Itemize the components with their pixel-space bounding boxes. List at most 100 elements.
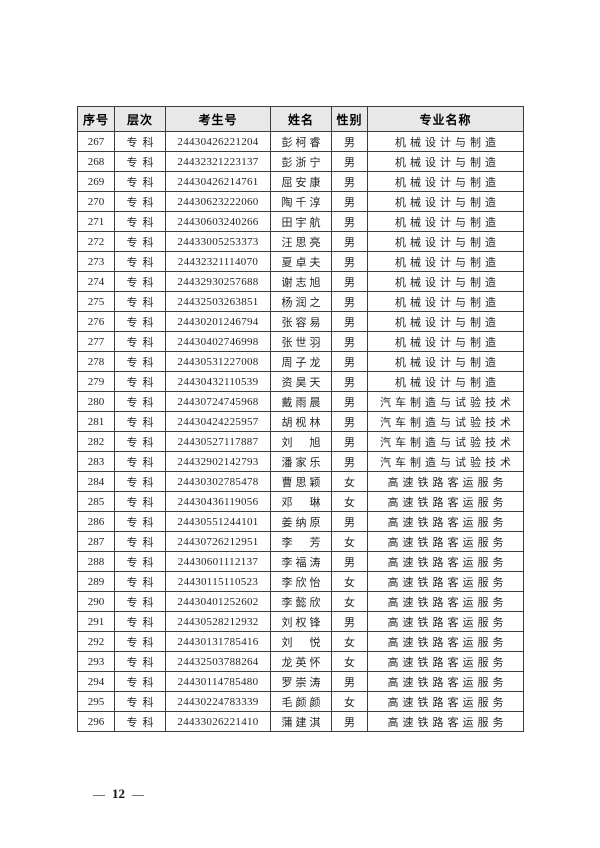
table-row: 269 专科 24430426214761 屈安康男机械设计与制造 xyxy=(77,171,524,192)
table-header-row: 序号 层次 考生号 姓名 性别 专业名称 xyxy=(77,106,524,132)
cell-level: 专科 xyxy=(114,711,166,732)
cell-name: 田宇航 xyxy=(270,211,332,232)
cell-level: 专科 xyxy=(114,691,166,712)
cell-seq-number: 269 xyxy=(77,171,115,192)
cell-seq-number: 290 xyxy=(77,591,115,612)
cell-name: 李懿欣 xyxy=(270,591,332,612)
cell-candidate-number: 24430623222060 xyxy=(165,191,271,212)
cell-gender: 男 xyxy=(331,231,368,252)
header-gender: 性别 xyxy=(331,106,368,132)
cell-level: 专科 xyxy=(114,491,166,512)
table-row: 281 专科 24430424225957 胡枧林男汽车制造与试验技术 xyxy=(77,411,524,432)
cell-gender: 男 xyxy=(331,611,368,632)
cell-candidate-number: 24430201246794 xyxy=(165,311,271,332)
cell-seq-number: 274 xyxy=(77,271,115,292)
cell-gender: 男 xyxy=(331,331,368,352)
footer-dash-right: — xyxy=(132,786,144,801)
cell-major-name: 机械设计与制造 xyxy=(367,131,524,152)
cell-candidate-number: 24430131785416 xyxy=(165,631,271,652)
cell-level: 专科 xyxy=(114,611,166,632)
cell-candidate-number: 24430224783339 xyxy=(165,691,271,712)
cell-seq-number: 284 xyxy=(77,471,115,492)
cell-candidate-number: 24432503788264 xyxy=(165,651,271,672)
cell-gender: 男 xyxy=(331,671,368,692)
cell-gender: 男 xyxy=(331,311,368,332)
cell-gender: 男 xyxy=(331,551,368,572)
table-row: 288 专科 24430601112137 李福涛男高速铁路客运服务 xyxy=(77,551,524,572)
cell-gender: 男 xyxy=(331,411,368,432)
cell-level: 专科 xyxy=(114,651,166,672)
cell-name: 张世羽 xyxy=(270,331,332,352)
table-row: 272 专科 24433005253373 汪思亮男机械设计与制造 xyxy=(77,231,524,252)
cell-candidate-number: 24430527117887 xyxy=(165,431,271,452)
page-footer: — 12 — xyxy=(93,786,144,802)
cell-seq-number: 295 xyxy=(77,691,115,712)
cell-major-name: 机械设计与制造 xyxy=(367,331,524,352)
table-row: 267 专科 24430426221204 彭柯睿男机械设计与制造 xyxy=(77,131,524,152)
cell-seq-number: 270 xyxy=(77,191,115,212)
cell-major-name: 机械设计与制造 xyxy=(367,151,524,172)
cell-candidate-number: 24430551244101 xyxy=(165,511,271,532)
header-level: 层次 xyxy=(114,106,166,132)
table-row: 277 专科 24430402746998 张世羽男机械设计与制造 xyxy=(77,331,524,352)
cell-gender: 男 xyxy=(331,191,368,212)
table-header: 序号 层次 考生号 姓名 性别 专业名称 xyxy=(77,106,524,132)
cell-candidate-number: 24432321114070 xyxy=(165,251,271,272)
table-row: 271 专科 24430603240266 田宇航男机械设计与制造 xyxy=(77,211,524,232)
table-row: 294 专科 24430114785480 罗崇涛男高速铁路客运服务 xyxy=(77,671,524,692)
cell-name: 刘 悦 xyxy=(270,631,332,652)
cell-gender: 男 xyxy=(331,391,368,412)
cell-level: 专科 xyxy=(114,131,166,152)
cell-level: 专科 xyxy=(114,411,166,432)
cell-name: 彭浙宁 xyxy=(270,151,332,172)
table-row: 280 专科 24430724745968 戴雨晨男汽车制造与试验技术 xyxy=(77,391,524,412)
cell-seq-number: 292 xyxy=(77,631,115,652)
cell-level: 专科 xyxy=(114,271,166,292)
table-row: 278 专科 24430531227008 周子龙男机械设计与制造 xyxy=(77,351,524,372)
cell-major-name: 高速铁路客运服务 xyxy=(367,531,524,552)
cell-major-name: 高速铁路客运服务 xyxy=(367,611,524,632)
table-row: 283 专科 24432902142793 潘家乐男汽车制造与试验技术 xyxy=(77,451,524,472)
cell-major-name: 机械设计与制造 xyxy=(367,251,524,272)
cell-name: 彭柯睿 xyxy=(270,131,332,152)
table-row: 289 专科 24430115110523 李欣怡女高速铁路客运服务 xyxy=(77,571,524,592)
cell-name: 潘家乐 xyxy=(270,451,332,472)
header-name: 姓名 xyxy=(270,106,332,132)
cell-seq-number: 287 xyxy=(77,531,115,552)
cell-seq-number: 296 xyxy=(77,711,115,732)
table-row: 273 专科 24432321114070 夏卓夫男机械设计与制造 xyxy=(77,251,524,272)
cell-candidate-number: 24430528212932 xyxy=(165,611,271,632)
cell-seq-number: 279 xyxy=(77,371,115,392)
cell-level: 专科 xyxy=(114,151,166,172)
cell-seq-number: 275 xyxy=(77,291,115,312)
cell-name: 张容易 xyxy=(270,311,332,332)
table-row: 268 专科 24432321223137 彭浙宁男机械设计与制造 xyxy=(77,151,524,172)
cell-major-name: 机械设计与制造 xyxy=(367,231,524,252)
table-body: 267 专科 24430426221204 彭柯睿男机械设计与制造 268 专科 24432… xyxy=(77,131,524,732)
cell-level: 专科 xyxy=(114,251,166,272)
cell-major-name: 机械设计与制造 xyxy=(367,271,524,292)
cell-name: 李欣怡 xyxy=(270,571,332,592)
cell-candidate-number: 24432902142793 xyxy=(165,451,271,472)
cell-major-name: 高速铁路客运服务 xyxy=(367,471,524,492)
cell-gender: 女 xyxy=(331,491,368,512)
cell-name: 陶千淳 xyxy=(270,191,332,212)
header-major-name: 专业名称 xyxy=(367,106,524,132)
cell-major-name: 高速铁路客运服务 xyxy=(367,511,524,532)
cell-name: 李 芳 xyxy=(270,531,332,552)
cell-major-name: 高速铁路客运服务 xyxy=(367,691,524,712)
cell-candidate-number: 24430401252602 xyxy=(165,591,271,612)
cell-major-name: 机械设计与制造 xyxy=(367,211,524,232)
cell-candidate-number: 24430724745968 xyxy=(165,391,271,412)
cell-seq-number: 277 xyxy=(77,331,115,352)
table-row: 296 专科 24433026221410 蒲建淇男高速铁路客运服务 xyxy=(77,711,524,732)
cell-candidate-number: 24430424225957 xyxy=(165,411,271,432)
cell-major-name: 机械设计与制造 xyxy=(367,351,524,372)
cell-seq-number: 268 xyxy=(77,151,115,172)
cell-seq-number: 288 xyxy=(77,551,115,572)
cell-level: 专科 xyxy=(114,331,166,352)
cell-name: 戴雨晨 xyxy=(270,391,332,412)
page-number: 12 xyxy=(112,786,125,801)
cell-major-name: 汽车制造与试验技术 xyxy=(367,391,524,412)
table-row: 291 专科 24430528212932 刘权锋男高速铁路客运服务 xyxy=(77,611,524,632)
